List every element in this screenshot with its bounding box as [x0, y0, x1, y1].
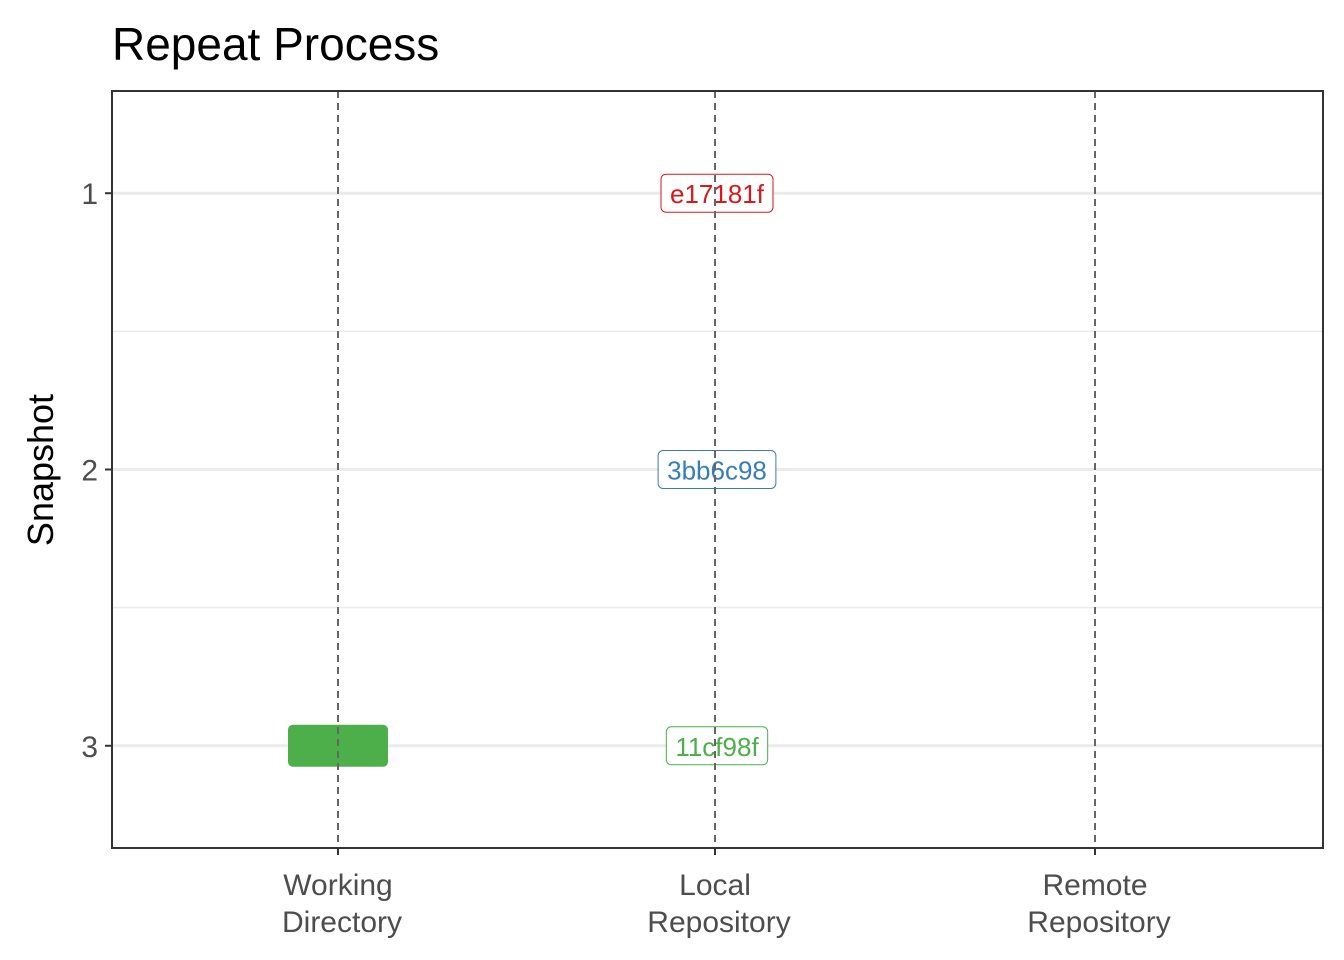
commit-hash-text: 3bb6c98 — [667, 456, 767, 486]
y-tick-label: 1 — [81, 178, 98, 211]
y-axis-title: Snapshot — [20, 394, 61, 546]
y-tick-label: 2 — [81, 455, 98, 488]
commit-label-box — [660, 173, 774, 213]
commit-label: 11cf98f — [665, 726, 769, 766]
y-tick-label: 3 — [81, 731, 98, 764]
x-tick-label: Working Directory — [282, 869, 402, 939]
x-tick-label: Remote Repository — [1027, 869, 1170, 939]
commit-label-box — [657, 450, 777, 489]
x-tick-label: Local Repository — [647, 869, 790, 939]
chart-title: Repeat Process — [112, 18, 439, 70]
commit-hash-text: 11cf98f — [675, 732, 759, 762]
commit-label: e17181f — [660, 173, 774, 213]
commit-hash-text: e17181f — [670, 179, 765, 209]
commit-label: 3bb6c98 — [657, 450, 777, 489]
commit-label-box — [665, 726, 769, 766]
